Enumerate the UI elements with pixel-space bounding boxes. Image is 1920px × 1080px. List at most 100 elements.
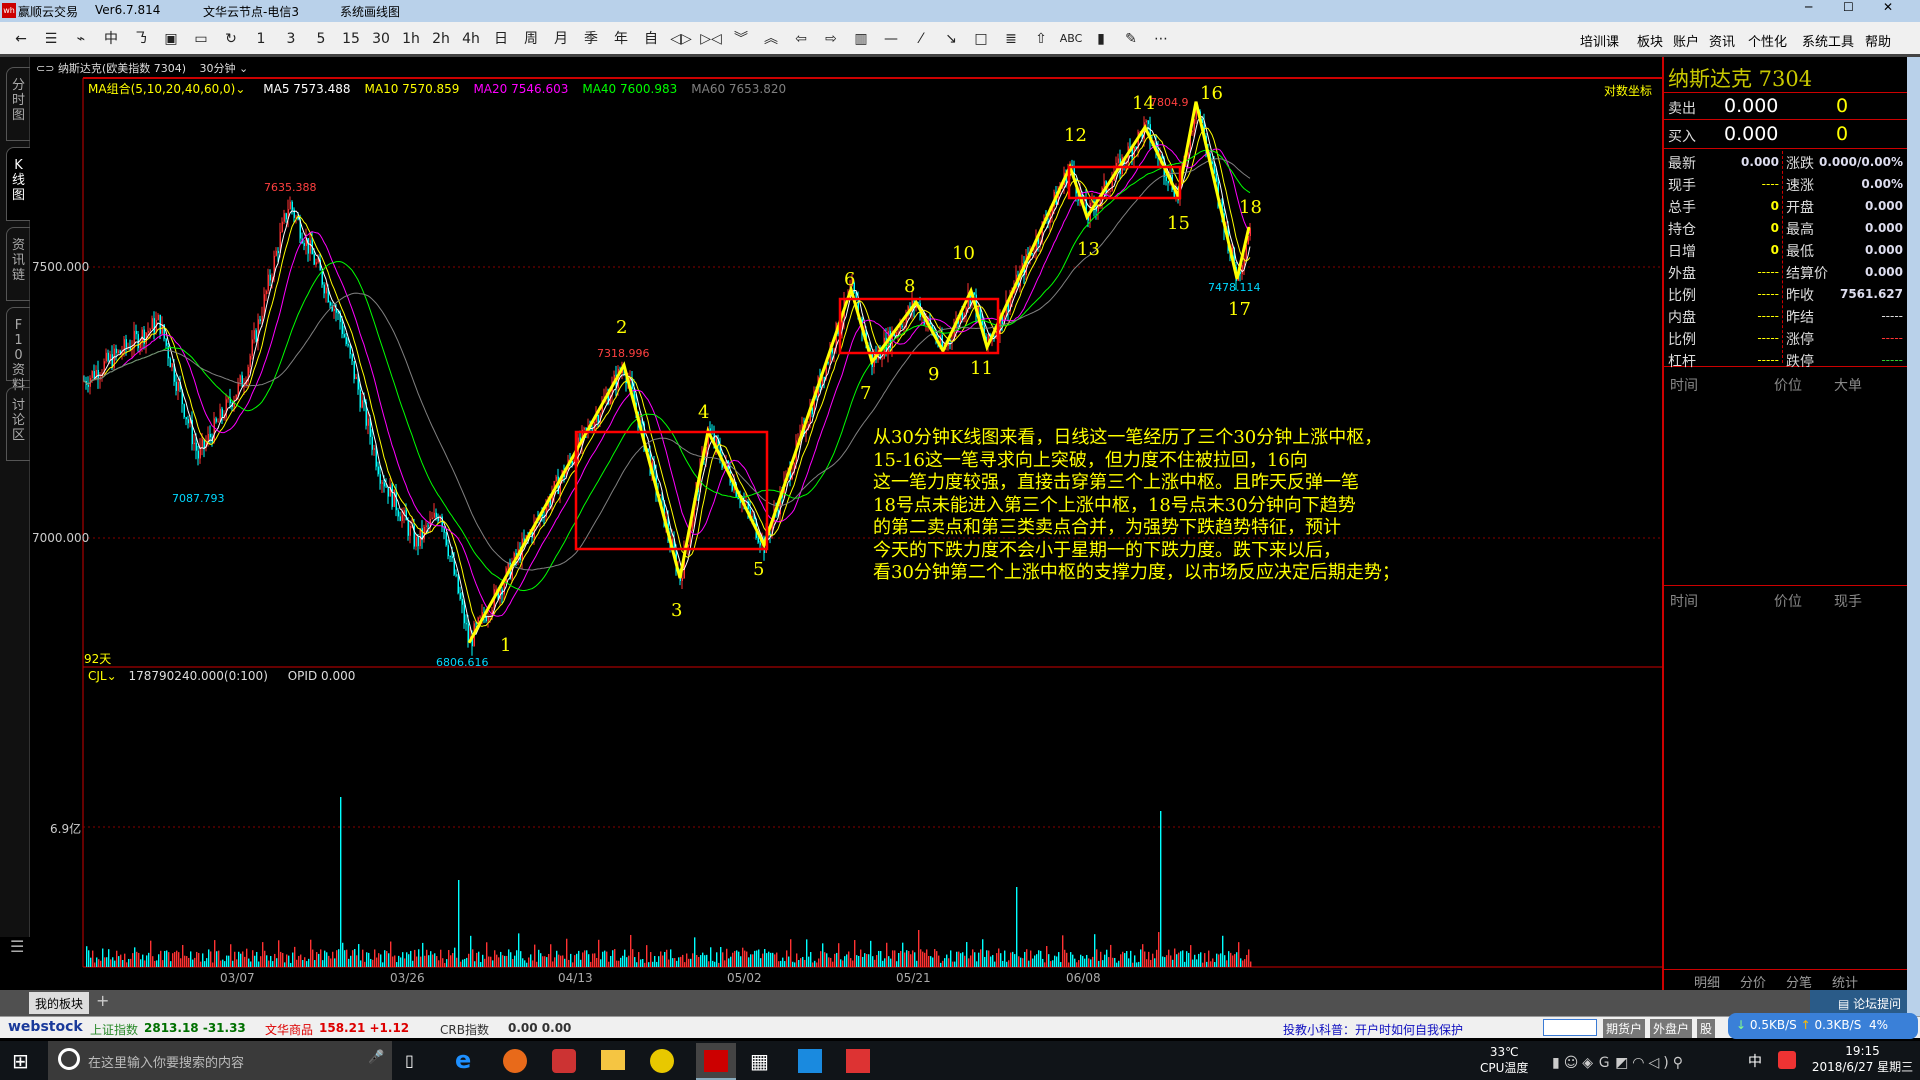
segment-icon[interactable]: ⁄ (919, 31, 923, 47)
menu-list-icon[interactable]: ☰ (10, 937, 25, 956)
volume-bar (290, 962, 292, 967)
tip-link[interactable]: 投教小科普：开户时如何自我保护 (1283, 1023, 1464, 1037)
chart-area[interactable] (0, 57, 1907, 990)
period-日-button[interactable]: 日 (494, 31, 508, 47)
tray-icons[interactable]: ▮☺◈Ｇ◩◠◁)⚲ (1552, 1055, 1687, 1071)
period-30-button[interactable]: 30 (372, 31, 390, 47)
menu-5[interactable]: 系统工具 (1802, 35, 1855, 50)
menu-2[interactable]: 账户 (1673, 35, 1700, 50)
volume-bar (462, 959, 464, 967)
menu-1[interactable]: 板块 (1637, 35, 1664, 50)
edge-icon[interactable]: e (455, 1046, 472, 1074)
detail-tab-1[interactable]: 分价 (1740, 976, 1767, 991)
right-arrow-icon[interactable]: ⇨ (825, 31, 837, 47)
detail-tab-3[interactable]: 统计 (1832, 976, 1859, 991)
candle-body (437, 516, 439, 522)
period-自-button[interactable]: 自 (644, 31, 658, 47)
browser-icon[interactable] (503, 1049, 527, 1073)
code-input[interactable] (1543, 1019, 1597, 1036)
double-down-icon[interactable]: ︾ (734, 31, 748, 47)
up-arrow-icon[interactable]: ⇧ (1035, 31, 1047, 47)
volume-indicator-select[interactable]: CJL⌄ (88, 669, 117, 683)
period-1-button[interactable]: 1 (256, 31, 266, 47)
period-季-button[interactable]: 季 (584, 31, 598, 47)
sidebar-tab-2[interactable]: 资讯链 (6, 227, 30, 301)
close-button[interactable]: ✕ (1883, 0, 1894, 14)
detail-tab-2[interactable]: 分笔 (1786, 976, 1813, 991)
rectangle-icon[interactable]: □ (974, 31, 988, 47)
period-5-button[interactable]: 5 (316, 31, 326, 47)
foreign-account-button[interactable]: 外盘户 (1650, 1019, 1693, 1038)
crb-index-label[interactable]: CRB指数 (440, 1023, 489, 1037)
scrollbar[interactable] (1907, 57, 1920, 1017)
menu-4[interactable]: 个性化 (1748, 35, 1788, 50)
candle-icon[interactable]: 中 (104, 31, 118, 47)
tab-my-sectors[interactable]: 我的板块 (29, 992, 90, 1014)
maximize-button[interactable]: ☐ (1843, 0, 1854, 14)
windows-start-icon[interactable]: ⊞ (12, 1049, 29, 1073)
period-周-button[interactable]: 周 (524, 31, 538, 47)
hline-icon[interactable]: — (884, 31, 898, 47)
period-3-button[interactable]: 3 (286, 31, 296, 47)
task-view-icon[interactable]: ▯ (405, 1051, 414, 1070)
more-icon[interactable]: ⋯ (1154, 31, 1168, 47)
forum-question-button[interactable]: ▤ 论坛提问 (1810, 990, 1907, 1016)
detail-tab-0[interactable]: 明细 (1694, 976, 1721, 991)
sidebar-tab-1[interactable]: K线图 (6, 147, 30, 221)
eraser-icon[interactable]: ✎ (1125, 31, 1137, 47)
app2-icon[interactable] (798, 1049, 822, 1073)
expand-icon[interactable]: ◁▷ (670, 31, 692, 47)
period-月-button[interactable]: 月 (554, 31, 568, 47)
ray-icon[interactable]: ↘ (945, 31, 957, 47)
kline-chart[interactable] (0, 57, 1907, 990)
layout-icon[interactable]: ▥ (854, 31, 868, 47)
list-icon[interactable]: ☰ (44, 31, 58, 47)
add-tab-button[interactable]: + (96, 991, 110, 1010)
minimize-button[interactable]: ─ (1805, 0, 1813, 14)
clock[interactable]: 19:15 2018/6/27 星期三 (1810, 1044, 1915, 1075)
taskbar-search[interactable]: 在这里输入你要搜索的内容 🎤 (48, 1041, 392, 1080)
line-chart-icon[interactable]: ⌁ (76, 31, 86, 47)
cards-game-icon[interactable] (552, 1049, 576, 1073)
period-1h-button[interactable]: 1h (402, 31, 420, 47)
app-icon[interactable] (650, 1049, 674, 1073)
back-arrow-icon[interactable]: ← (15, 31, 27, 47)
sidebar-tab-0[interactable]: 分时图 (6, 67, 30, 141)
text-block-icon[interactable]: ≣ (1005, 31, 1017, 47)
menu-3[interactable]: 资讯 (1709, 35, 1736, 50)
ime-indicator[interactable]: 中 (1748, 1054, 1762, 1070)
microphone-icon[interactable]: 🎤 (368, 1050, 385, 1065)
file-explorer-icon[interactable] (601, 1050, 625, 1070)
period-select[interactable]: 30分钟 ⌄ (199, 62, 249, 75)
wh-index-label[interactable]: 文华商品 (265, 1023, 314, 1037)
sidebar-tab-3[interactable]: F10资料 (6, 307, 30, 393)
double-up-icon[interactable]: ︽ (764, 31, 778, 47)
futures-account-button[interactable]: 期货户 (1603, 1019, 1646, 1038)
sogou-icon[interactable] (1778, 1051, 1796, 1069)
wenhua-taskbar-icon[interactable] (696, 1043, 736, 1080)
shrink-icon[interactable]: ▷◁ (700, 31, 722, 47)
text-icon[interactable]: ABC (1059, 32, 1083, 45)
save-icon[interactable]: ▭ (194, 31, 208, 47)
gradient-icon[interactable]: ▮ (1097, 31, 1105, 47)
period-2h-button[interactable]: 2h (432, 31, 450, 47)
volume-bar (430, 951, 432, 967)
sidebar-tab-4[interactable]: 讨论区 (6, 387, 30, 461)
period-年-button[interactable]: 年 (614, 31, 628, 47)
webstock-logo[interactable]: webstock (8, 1019, 83, 1035)
menu-6[interactable]: 帮助 (1865, 35, 1892, 50)
sh-index-label[interactable]: 上证指数 (90, 1023, 139, 1037)
refresh-icon[interactable]: ↻ (225, 31, 237, 47)
calculator-icon[interactable]: ▦ (750, 1049, 769, 1073)
period-15-button[interactable]: 15 (342, 31, 360, 47)
left-arrow-icon[interactable]: ⇦ (795, 31, 807, 47)
form-icon[interactable]: ▣ (164, 31, 178, 47)
quote-value: ----- (1881, 331, 1903, 345)
ma-combo-select[interactable]: MA组合(5,10,20,40,60,0)⌄ (88, 82, 246, 96)
log-scale-toggle[interactable]: 对数坐标 (1604, 84, 1653, 98)
stock-account-button[interactable]: 股 (1697, 1019, 1716, 1038)
period-4h-button[interactable]: 4h (462, 31, 480, 47)
app3-icon[interactable] (846, 1049, 870, 1073)
order-icon[interactable]: ㇡ (134, 31, 148, 47)
menu-0[interactable]: 培训课 (1580, 35, 1620, 50)
